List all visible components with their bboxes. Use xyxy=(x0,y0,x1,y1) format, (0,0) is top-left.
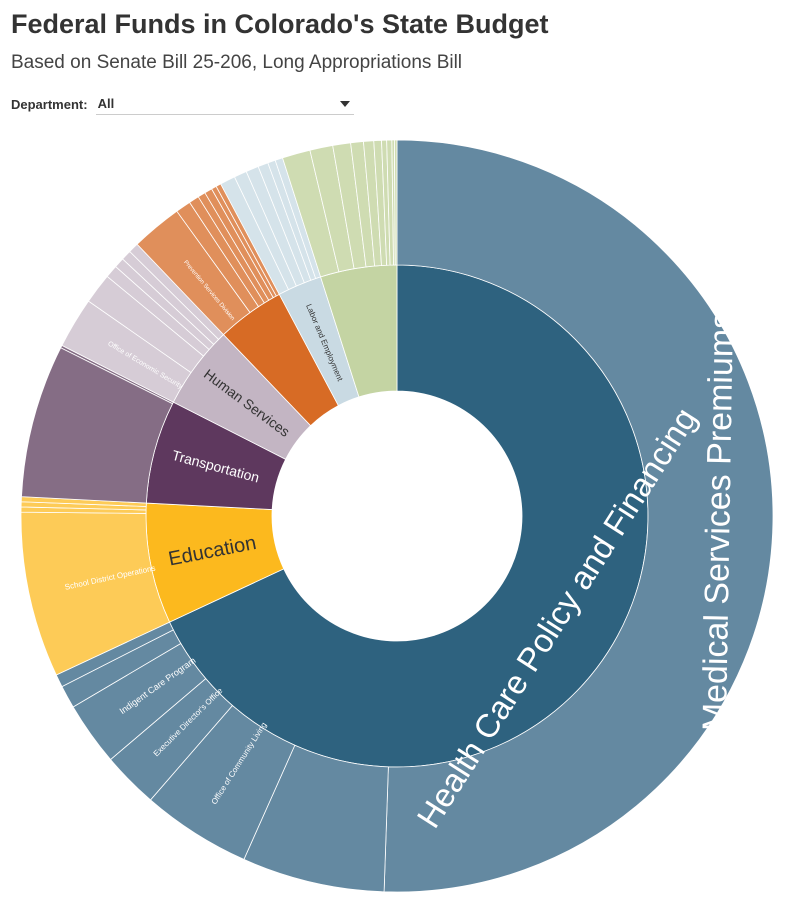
page-subtitle: Based on Senate Bill 25-206, Long Approp… xyxy=(11,52,463,73)
program-label-medical-services-premiums: Medical Services Premiums xyxy=(696,312,741,732)
program-slice-health-care-policy-and-financing-0[interactable] xyxy=(383,139,774,893)
chevron-down-icon[interactable] xyxy=(339,100,350,107)
department-filter: Department: All xyxy=(11,93,354,115)
department-select-value: All xyxy=(97,96,115,111)
department-filter-label: Department: xyxy=(11,96,88,112)
department-select[interactable]: All xyxy=(95,94,354,115)
program-slice-other-departments-9[interactable] xyxy=(394,139,398,266)
page-title: Federal Funds in Colorado's State Budget xyxy=(11,9,549,39)
program-ring xyxy=(20,139,774,893)
